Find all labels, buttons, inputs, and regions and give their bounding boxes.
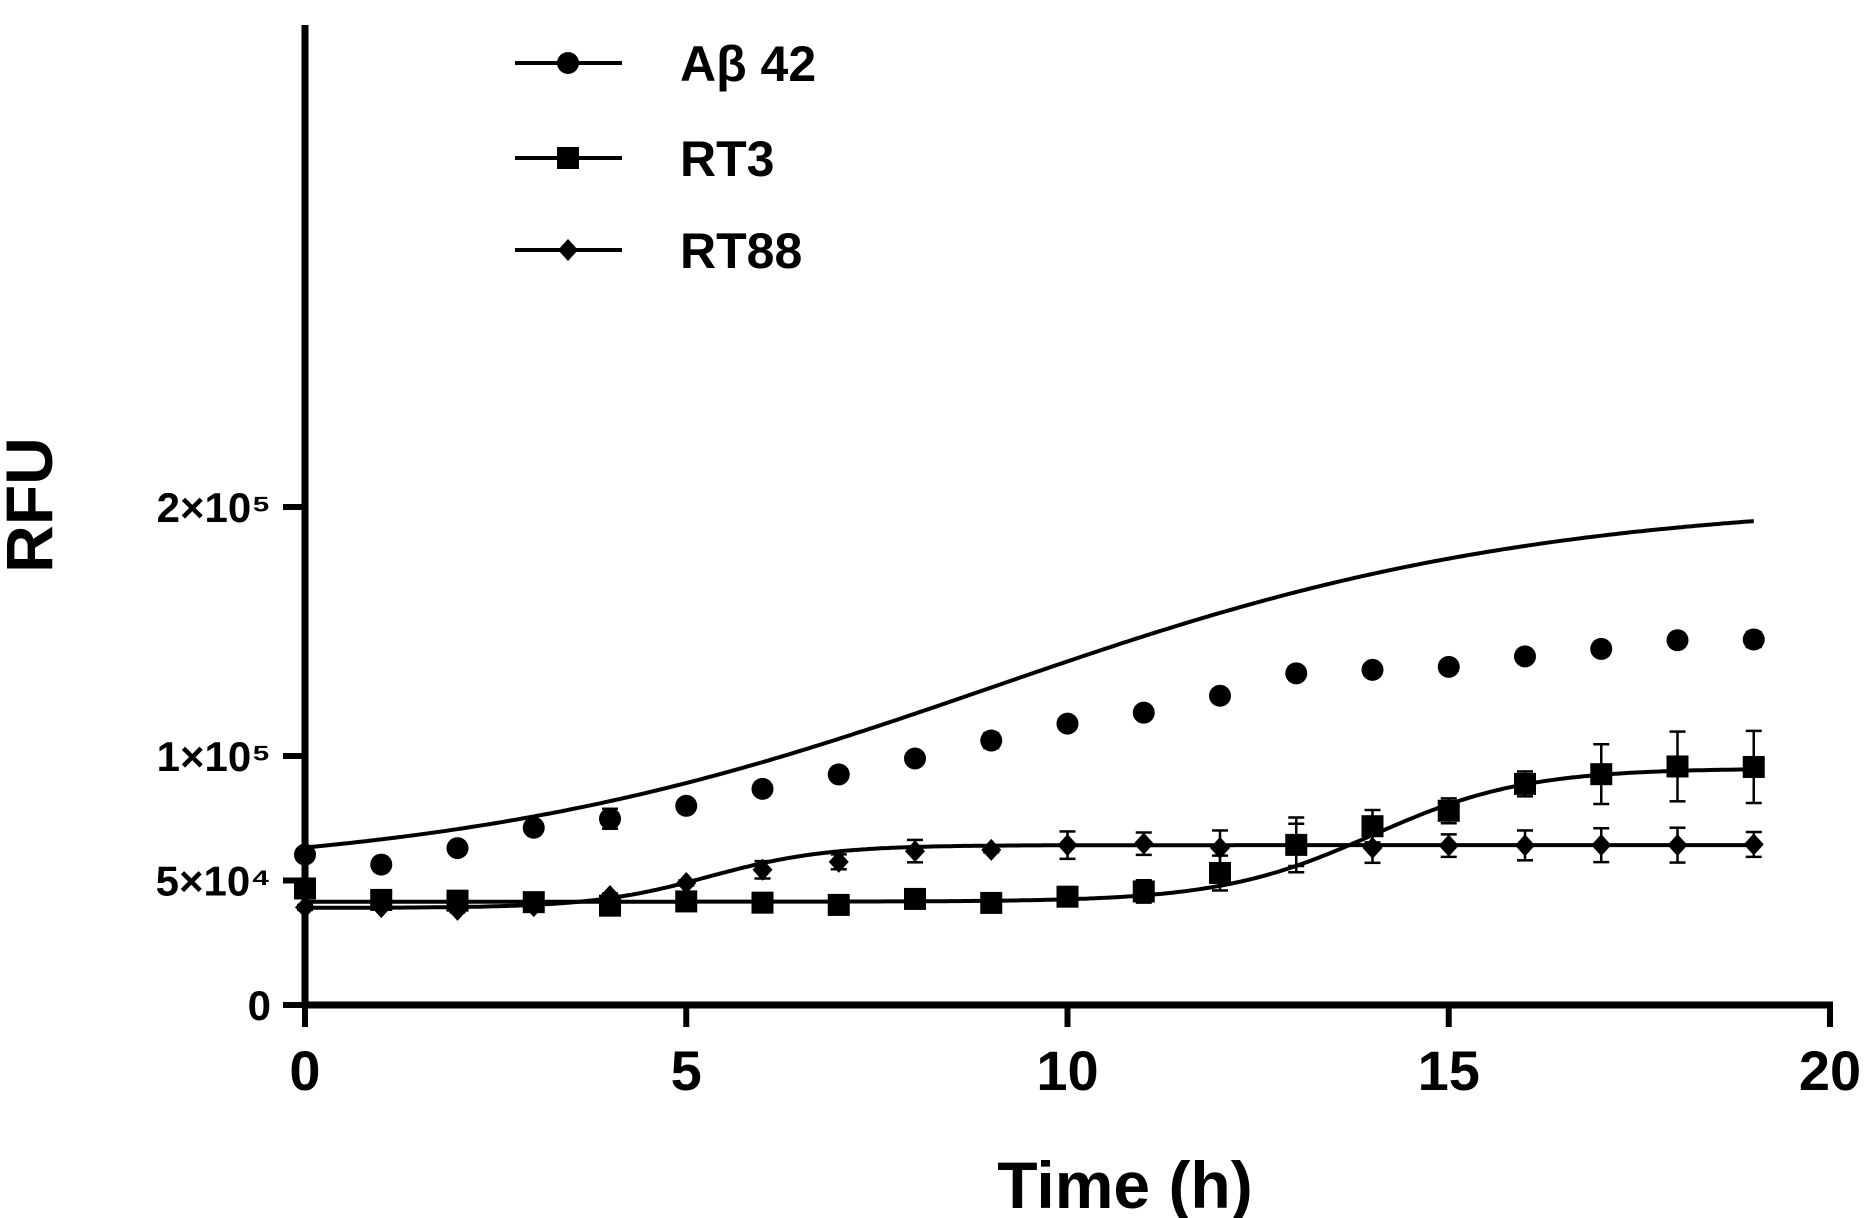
fit-curves xyxy=(305,521,1754,908)
data-point-circle xyxy=(1057,713,1079,735)
data-point-square xyxy=(1057,886,1079,908)
data-point-circle xyxy=(1590,638,1612,660)
data-point-circle xyxy=(828,763,850,785)
y-tick-label: 0 xyxy=(248,982,271,1029)
legend-label: RT3 xyxy=(680,131,774,187)
data-point-circle xyxy=(1209,685,1231,707)
data-point-circle xyxy=(1514,645,1536,667)
data-point-circle xyxy=(1743,628,1765,650)
data-point-circle xyxy=(447,837,469,859)
x-tick-label: 20 xyxy=(1799,1039,1861,1102)
legend-marker-square xyxy=(557,147,579,169)
data-point-square xyxy=(1209,862,1231,884)
data-point-square xyxy=(1743,756,1765,778)
legend-marker-diamond xyxy=(558,239,578,261)
data-point-diamond xyxy=(1134,833,1154,855)
y-tick-label: 1×10⁵ xyxy=(157,733,271,780)
data-point-circle xyxy=(370,854,392,876)
data-point-circle xyxy=(1362,659,1384,681)
data-point-circle xyxy=(904,747,926,769)
data-point-diamond xyxy=(1744,833,1764,855)
fit-curve-circle xyxy=(305,521,1754,847)
legend-item: RT88 xyxy=(515,223,802,279)
y-tick-label: 5×10⁴ xyxy=(156,858,271,905)
data-point-circle xyxy=(1438,656,1460,678)
data-point-circle xyxy=(752,778,774,800)
data-point-square xyxy=(904,888,926,910)
data-point-square xyxy=(1667,755,1689,777)
data-point-circle xyxy=(599,808,621,830)
data-point-square xyxy=(1590,763,1612,785)
x-tick-label: 5 xyxy=(671,1039,702,1102)
y-tick-label: 2×10⁵ xyxy=(157,484,271,531)
data-point-square xyxy=(1362,815,1384,837)
x-axis-title: Time (h) xyxy=(997,1148,1252,1218)
data-point-circle xyxy=(1133,702,1155,724)
axes: 0 5×10⁴ 1×10⁵ 2×10⁵ 0 5 10 15 20 xyxy=(156,25,1862,1102)
data-point-square xyxy=(1514,773,1536,795)
legend-label: Aβ 42 xyxy=(680,36,816,92)
data-point-square xyxy=(980,892,1002,914)
data-point-diamond xyxy=(1439,835,1459,857)
data-point-circle xyxy=(1667,629,1689,651)
data-point-diamond xyxy=(1591,834,1611,856)
data-point-circle xyxy=(675,795,697,817)
data-point-square xyxy=(828,894,850,916)
y-axis-title: RFU xyxy=(0,437,66,573)
data-point-diamond xyxy=(295,896,315,918)
data-point-circle xyxy=(1285,662,1307,684)
data-point-diamond xyxy=(1058,834,1078,856)
x-tick-label: 10 xyxy=(1036,1039,1098,1102)
data-point-square xyxy=(752,892,774,914)
legend-label: RT88 xyxy=(680,223,802,279)
legend: Aβ 42 RT3 RT88 xyxy=(515,36,816,279)
x-tick-label: 15 xyxy=(1418,1039,1480,1102)
data-point-square xyxy=(1133,880,1155,902)
legend-item: Aβ 42 xyxy=(515,36,816,92)
data-point-diamond xyxy=(981,839,1001,861)
fit-curve-square xyxy=(305,769,1754,901)
data-point-square xyxy=(294,877,316,899)
data-point-diamond xyxy=(1515,834,1535,856)
data-point-circle xyxy=(523,817,545,839)
x-tick-label: 0 xyxy=(289,1039,320,1102)
data-point-circle xyxy=(294,844,316,866)
legend-item: RT3 xyxy=(515,131,774,187)
data-point-square xyxy=(1438,800,1460,822)
data-point-diamond xyxy=(905,840,925,862)
data-point-diamond xyxy=(1668,834,1688,856)
data-point-circle xyxy=(980,730,1002,752)
legend-marker-circle xyxy=(557,52,579,74)
